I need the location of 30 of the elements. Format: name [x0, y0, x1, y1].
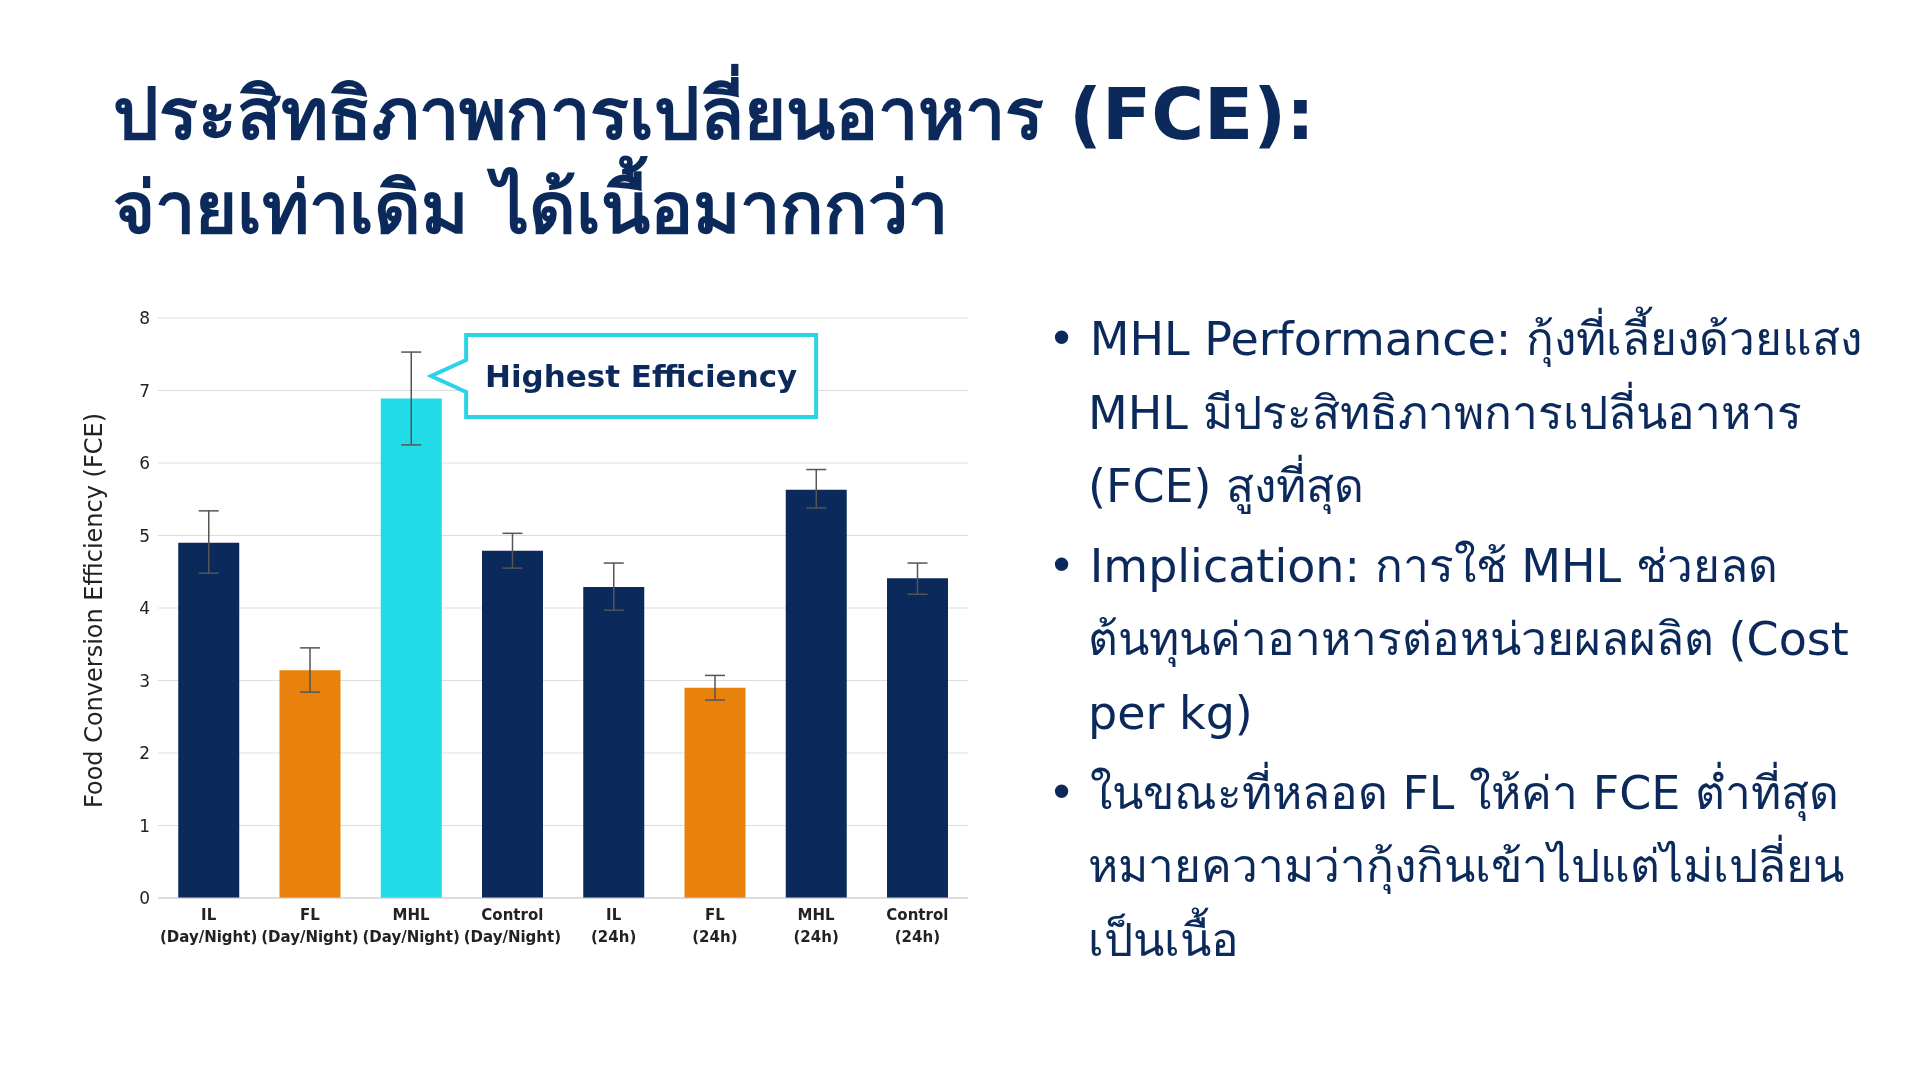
bar [178, 542, 240, 898]
x-tick-label: FL (Day/Night) [261, 906, 359, 946]
x-tick-label: Control (Day/Night) [463, 906, 562, 946]
bar [785, 489, 847, 898]
y-tick-label: 7 [139, 380, 150, 401]
text: • Implication: การใช้ MHL ช่วยลดต้นทุนค่าอาหารต่อหน่วยผลผลิต (Cost per kg) [1048, 537, 1850, 742]
annotation: Highest Efficiency [484, 358, 798, 394]
bar [380, 398, 442, 898]
bar [887, 578, 948, 898]
y-tick-label: 1 [139, 815, 150, 836]
y-tick-label: 4 [139, 598, 150, 619]
y-axis-title: Food Conversion Efficiency (FCE) [79, 412, 108, 808]
y-tick-label: 6 [139, 453, 150, 474]
x-tick-label: FL (24h) [692, 906, 738, 946]
y-tick-label: 2 [139, 743, 150, 764]
text: • MHL Performance: กุ้งที่เลี้ยงด้วยแสง MHL มีประสิทธิภาพการเปลี่นอาหาร (FCE) สูงที่สุด [1048, 305, 1863, 516]
bar [279, 670, 341, 898]
y-tick-label: 3 [139, 670, 150, 691]
text: • ในขณะที่หลอด FL ให้ค่า FCE ต่ำที่สุด หมายความว่ากุ้งกินเข้าไปแต่ไม่เปลี่ยนเป็นเนื้อ [1048, 760, 1845, 969]
x-tick-label: IL (24h) [590, 906, 637, 946]
bar [482, 550, 543, 898]
bar [583, 586, 645, 898]
x-tick-label: Control (24h) [886, 906, 949, 946]
bar [684, 687, 746, 898]
x-tick-label: IL (Day/Night) [159, 906, 258, 946]
x-tick-label: MHL (24h) [793, 906, 839, 946]
y-tick-label: 5 [139, 525, 150, 546]
y-tick-label: 8 [139, 308, 150, 329]
x-tick-label: MHL (Day/Night) [362, 906, 460, 946]
y-tick-label: 0 [139, 888, 150, 909]
